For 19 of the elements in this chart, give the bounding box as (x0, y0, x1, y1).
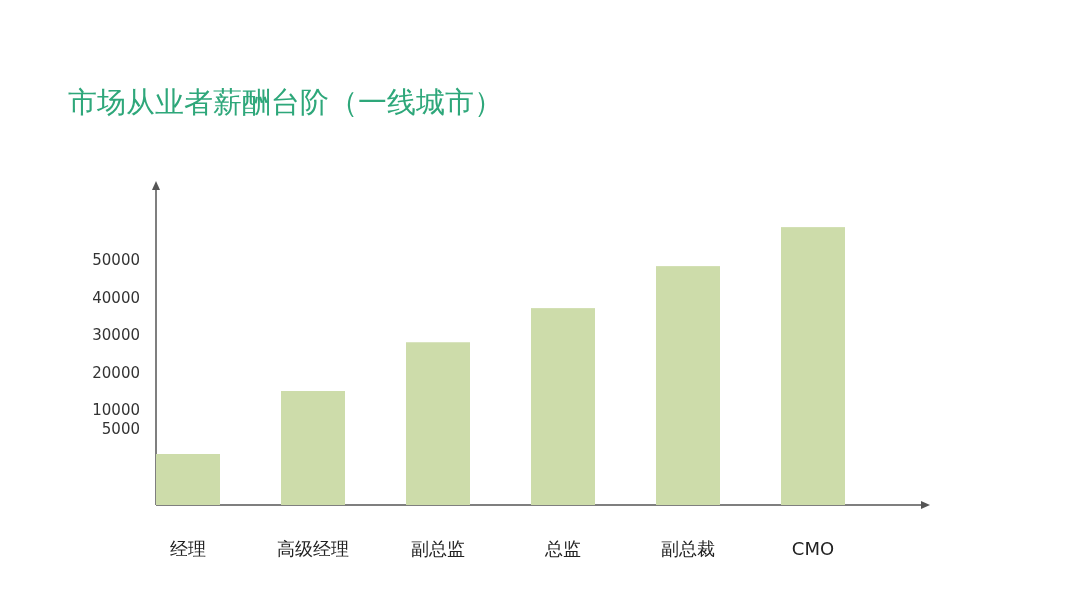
bar (156, 454, 220, 505)
y-tick-label: 50000 (92, 251, 140, 270)
x-tick-label: 经理 (170, 538, 206, 559)
x-tick-label: 副总裁 (661, 538, 715, 559)
bar (406, 342, 470, 505)
bar (656, 266, 720, 505)
y-tick-label: 30000 (92, 326, 140, 345)
chart-title: 市场从业者薪酬台阶（一线城市） (68, 85, 503, 119)
x-tick-label: 高级经理 (277, 538, 349, 559)
bar (531, 308, 595, 505)
x-tick-label: CMO (791, 538, 835, 559)
y-tick-label: 20000 (92, 363, 140, 382)
bar (281, 391, 345, 505)
x-tick-label: 总监 (544, 538, 581, 559)
y-tick-label: 5000 (101, 419, 140, 438)
x-tick-label: 副总监 (411, 538, 465, 559)
y-tick-label: 10000 (92, 401, 140, 420)
bar (781, 227, 845, 505)
y-tick-label: 40000 (92, 288, 140, 307)
